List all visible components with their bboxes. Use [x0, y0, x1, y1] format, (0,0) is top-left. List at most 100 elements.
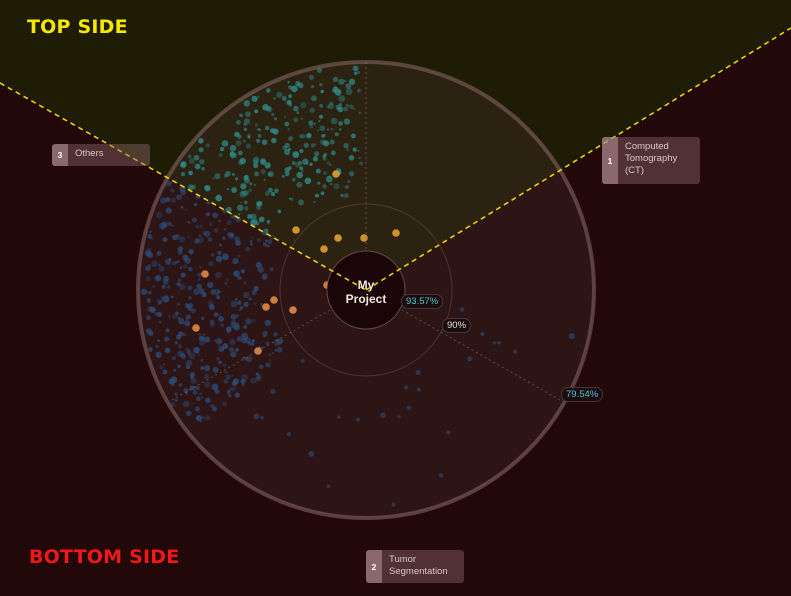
- data-point: [310, 95, 317, 102]
- data-point: [297, 82, 304, 89]
- data-point: [300, 358, 305, 363]
- data-point: [176, 260, 180, 264]
- data-point: [176, 302, 180, 306]
- data-point: [397, 415, 401, 419]
- divider-line-left: [0, 82, 367, 291]
- data-point: [221, 347, 225, 351]
- data-point: [274, 188, 279, 194]
- data-point: [185, 359, 193, 367]
- data-point: [183, 257, 189, 263]
- data-point: [188, 266, 193, 272]
- center-label-line2: Project: [345, 292, 387, 306]
- data-point: [270, 191, 276, 197]
- data-point: [226, 219, 232, 226]
- data-point: [322, 140, 326, 144]
- data-point: [265, 362, 271, 368]
- data-point: [317, 181, 321, 185]
- data-point: [257, 134, 262, 138]
- data-point: [146, 298, 152, 303]
- data-point: [513, 349, 518, 354]
- data-point: [251, 289, 257, 296]
- data-point: [357, 149, 360, 152]
- data-point: [222, 236, 226, 240]
- data-point: [185, 318, 188, 321]
- data-point: [207, 281, 214, 289]
- data-point: [194, 238, 200, 245]
- data-point: [205, 397, 211, 404]
- data-point: [178, 344, 183, 349]
- data-point: [228, 394, 232, 398]
- data-point: [271, 112, 275, 117]
- data-point: [287, 100, 292, 105]
- data-point: [329, 139, 335, 145]
- data-point: [467, 356, 473, 362]
- data-point: [176, 282, 181, 287]
- data-point: [212, 212, 219, 218]
- data-point: [234, 298, 238, 301]
- data-point: [186, 349, 192, 354]
- data-point: [264, 125, 270, 131]
- data-point: [254, 123, 259, 127]
- data-point: [268, 359, 271, 362]
- data-point: [199, 159, 205, 165]
- data-point: [180, 352, 186, 359]
- data-point: [155, 211, 163, 219]
- data-point: [170, 188, 175, 193]
- data-point: [197, 236, 204, 244]
- data-point: [223, 228, 227, 231]
- data-point: [261, 275, 267, 281]
- data-point: [149, 306, 156, 313]
- data-point: [177, 290, 180, 293]
- data-point: [205, 415, 211, 421]
- data-point: [326, 105, 330, 109]
- category-tag-tumor-segmentation[interactable]: 2 Tumor Segmentation: [366, 550, 464, 583]
- data-point: [156, 250, 162, 257]
- data-point: [180, 272, 186, 278]
- data-point: [193, 346, 200, 354]
- data-point: [162, 363, 166, 366]
- data-point: [391, 502, 396, 507]
- data-point: [273, 97, 276, 100]
- data-point: [320, 89, 324, 94]
- data-point: [344, 184, 349, 190]
- data-point: [497, 341, 501, 345]
- data-point: [237, 275, 242, 281]
- data-point: [301, 134, 306, 139]
- data-point: [187, 184, 194, 191]
- data-point: [215, 194, 222, 202]
- data-point: [215, 292, 220, 297]
- data-point: [225, 374, 231, 380]
- data-point: [174, 398, 178, 402]
- data-point: [300, 117, 303, 120]
- data-point: [250, 342, 255, 346]
- data-point: [215, 271, 222, 279]
- data-point: [230, 300, 238, 308]
- data-point: [322, 184, 327, 189]
- category-tag-ct[interactable]: 1 Computed Tomography (CT): [602, 137, 700, 184]
- data-point: [192, 390, 198, 395]
- center-project-label[interactable]: My Project: [327, 253, 405, 331]
- data-point: [352, 107, 355, 110]
- data-point: [318, 120, 321, 123]
- data-point: [177, 350, 184, 357]
- data-point: [185, 303, 191, 309]
- data-point: [217, 194, 220, 197]
- data-point: [335, 104, 342, 111]
- data-point: [182, 254, 189, 261]
- data-point: [276, 346, 283, 353]
- data-point: [203, 365, 211, 372]
- data-point: [199, 265, 203, 269]
- data-point: [208, 222, 213, 227]
- data-point: [260, 415, 264, 420]
- data-point: [204, 336, 211, 343]
- data-point: [229, 387, 233, 392]
- data-point: [147, 306, 154, 313]
- data-point: [191, 402, 194, 405]
- category-tag-others[interactable]: 3 Others: [52, 144, 150, 166]
- data-point: [392, 229, 400, 237]
- data-point: [253, 163, 259, 169]
- data-point: [171, 382, 175, 387]
- data-point: [269, 234, 276, 240]
- data-point: [251, 95, 258, 102]
